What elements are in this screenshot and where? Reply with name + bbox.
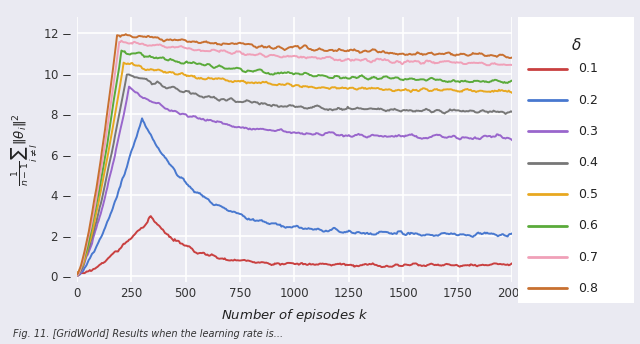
0.6: [231, 66, 239, 71]
Text: 0.8: 0.8: [579, 282, 598, 295]
Line: 0.6: 0.6: [77, 51, 512, 276]
0.2: [312, 227, 320, 232]
Text: 0.6: 0.6: [579, 219, 598, 232]
0.8: [351, 48, 359, 52]
0.2: [508, 232, 516, 236]
0.3: [73, 274, 81, 278]
0.5: [120, 61, 127, 65]
0.1: [508, 261, 516, 266]
0.5: [393, 88, 401, 93]
0.3: [292, 131, 300, 135]
0.2: [231, 210, 239, 214]
0.8: [393, 52, 401, 56]
0.8: [508, 55, 516, 60]
0.4: [508, 110, 516, 114]
0.4: [131, 75, 138, 79]
0.4: [312, 104, 320, 108]
0.4: [351, 107, 359, 111]
0.5: [312, 86, 320, 90]
0.2: [138, 116, 146, 120]
0.8: [231, 42, 239, 46]
0.8: [122, 32, 129, 36]
0.7: [312, 55, 320, 60]
Text: 0.5: 0.5: [579, 188, 598, 201]
Text: $\delta$: $\delta$: [571, 37, 581, 53]
0.4: [231, 99, 239, 103]
0.6: [131, 51, 138, 55]
0.1: [73, 274, 81, 278]
Line: 0.4: 0.4: [77, 74, 512, 273]
0.1: [292, 262, 300, 266]
0.6: [312, 74, 320, 78]
0.7: [118, 39, 125, 43]
0.1: [393, 262, 401, 267]
0.1: [312, 262, 320, 267]
0.3: [231, 125, 239, 129]
Text: 0.7: 0.7: [579, 250, 598, 264]
0.4: [393, 108, 401, 112]
X-axis label: Number of episodes $k$: Number of episodes $k$: [221, 307, 368, 324]
0.6: [73, 273, 81, 278]
Text: 0.4: 0.4: [579, 156, 598, 169]
0.2: [73, 273, 81, 277]
0.3: [393, 135, 401, 139]
0.2: [129, 144, 137, 148]
0.7: [292, 54, 300, 58]
0.3: [351, 133, 359, 137]
Line: 0.5: 0.5: [77, 63, 512, 274]
0.5: [73, 272, 81, 276]
0.1: [351, 264, 359, 268]
0.2: [292, 224, 300, 228]
Y-axis label: $\frac{1}{n-1} \sum_{i \neq l} \|\theta_i\|^2$: $\frac{1}{n-1} \sum_{i \neq l} \|\theta_…: [9, 113, 40, 186]
0.7: [131, 40, 138, 44]
Line: 0.8: 0.8: [77, 34, 512, 275]
Text: Fig. 11. [GridWorld] Results when the learning rate is...: Fig. 11. [GridWorld] Results when the le…: [13, 329, 283, 339]
0.5: [292, 83, 300, 87]
0.5: [508, 91, 516, 95]
0.5: [231, 79, 239, 83]
0.2: [351, 232, 359, 236]
0.4: [125, 72, 133, 76]
0.3: [131, 89, 138, 94]
Line: 0.2: 0.2: [77, 118, 512, 275]
0.4: [292, 105, 300, 109]
0.3: [508, 138, 516, 142]
0.3: [125, 85, 133, 89]
0.8: [312, 48, 320, 52]
0.7: [393, 59, 401, 63]
Line: 0.3: 0.3: [77, 87, 512, 276]
0.6: [508, 78, 516, 83]
0.6: [393, 75, 401, 79]
0.6: [292, 72, 300, 76]
Text: 0.1: 0.1: [579, 62, 598, 75]
Text: 0.3: 0.3: [579, 125, 598, 138]
0.2: [393, 232, 401, 236]
0.8: [73, 272, 81, 277]
0.8: [131, 35, 138, 40]
0.8: [292, 44, 300, 49]
0.3: [312, 131, 320, 135]
0.1: [231, 258, 239, 262]
0.4: [73, 271, 81, 275]
0.5: [131, 63, 138, 67]
0.7: [73, 274, 81, 278]
0.7: [231, 51, 239, 55]
0.6: [118, 49, 125, 53]
0.5: [351, 87, 359, 91]
0.1: [129, 234, 137, 238]
0.6: [351, 75, 359, 79]
0.1: [147, 214, 155, 218]
Line: 0.1: 0.1: [77, 216, 512, 276]
Line: 0.7: 0.7: [77, 41, 512, 276]
0.7: [351, 57, 359, 61]
0.7: [508, 63, 516, 67]
Text: 0.2: 0.2: [579, 94, 598, 107]
